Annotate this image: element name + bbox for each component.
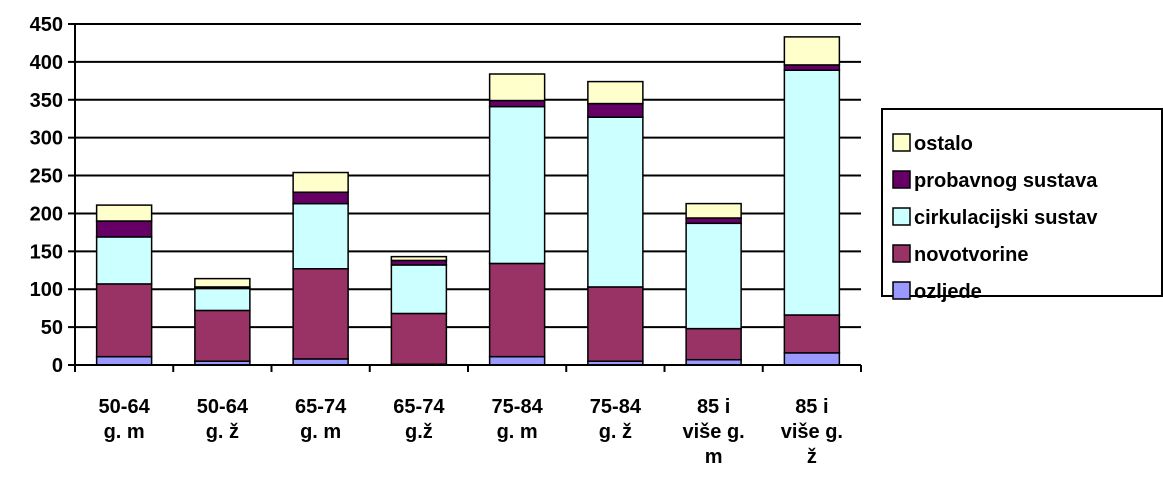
bars	[95, 36, 841, 366]
bar-segment-novotvorine	[685, 327, 742, 361]
y-tick-labels: 0 50 100 150 200 250 300 350 400 450	[30, 14, 63, 377]
category-labels: 50-64 g. m 50-64 g. ž 65-74 g. m 65-74 g.ž 75-84…	[99, 396, 843, 468]
y-tick-label: 350	[30, 90, 63, 112]
bar-segment-cirkulacijski-sustav	[783, 69, 841, 316]
y-tick-label: 200	[30, 203, 63, 225]
category-label: 85 i više g. ž	[781, 396, 843, 468]
axes	[68, 23, 862, 372]
bar-segment-cirkulacijski-sustav	[390, 264, 448, 315]
bar-segment-novotvorine	[488, 262, 546, 358]
legend-swatch	[892, 207, 911, 226]
legend-box	[881, 108, 1163, 297]
legend-swatch	[892, 281, 911, 300]
category-label: 50-64 g. ž	[197, 396, 249, 443]
bar-segment-novotvorine	[194, 309, 251, 362]
y-tick-label: 400	[30, 52, 63, 74]
y-tick-label: 50	[41, 317, 63, 339]
category-label: 50-64 g. m	[99, 396, 151, 443]
y-tick-label: 150	[30, 241, 63, 263]
legend-label: probavnog sustava	[914, 170, 1098, 192]
y-tick-label: 250	[30, 166, 63, 188]
bar-segment-probavnog-sustava	[685, 217, 742, 225]
category-label: 75-84 g. ž	[590, 396, 642, 443]
y-tick-label: 450	[30, 14, 63, 36]
y-tick-label: 300	[30, 128, 63, 150]
category-label: 65-74 g.ž	[393, 396, 445, 443]
legend-swatch	[892, 244, 911, 263]
category-label: 85 i više g. m	[682, 396, 744, 468]
bar-segment-probavnog-sustava	[783, 64, 841, 71]
legend-swatch	[892, 170, 911, 189]
bar-segment-cirkulacijski-sustav	[292, 202, 349, 270]
legend: ostalo probavnog sustava cirkulacijski sus…	[881, 108, 1163, 303]
category-label: 65-74 g. m	[295, 396, 347, 443]
bar-segment-probavnog-sustava	[587, 102, 644, 118]
bar-segment-ostalo	[390, 255, 448, 262]
legend-label: ostalo	[914, 133, 973, 155]
bar-segment-ostalo	[587, 80, 644, 105]
bar-segment-ostalo	[783, 36, 841, 66]
bar-segment-cirkulacijski-sustav	[95, 236, 153, 285]
bar-segment-probavnog-sustava	[488, 99, 546, 108]
bar-segment-cirkulacijski-sustav	[587, 116, 644, 288]
bar-segment-novotvorine	[587, 286, 644, 362]
bar-segment-ostalo	[292, 171, 349, 193]
y-tick-label: 0	[52, 355, 63, 377]
bar-segment-cirkulacijski-sustav	[488, 105, 546, 265]
bar-segment-probavnog-sustava	[292, 191, 349, 205]
legend-swatch	[892, 133, 911, 152]
bar-segment-ozljede	[488, 355, 546, 366]
category-label: 75-84 g. m	[492, 396, 544, 443]
bar-segment-cirkulacijski-sustav	[194, 287, 251, 312]
bar-segment-cirkulacijski-sustav	[685, 222, 742, 330]
bar-segment-ozljede	[95, 355, 153, 366]
bar-segment-ostalo	[95, 204, 153, 222]
bar-segment-novotvorine	[292, 268, 349, 360]
bar-segment-novotvorine	[390, 312, 448, 365]
bar-segment-ostalo	[685, 202, 742, 219]
legend-label: cirkulacijski sustav	[914, 207, 1098, 229]
bar-segment-ostalo	[488, 73, 546, 102]
y-tick-label: 100	[30, 279, 63, 301]
bar-segment-ostalo	[194, 277, 251, 288]
legend-label: novotvorine	[914, 244, 1028, 266]
bar-segment-ozljede	[783, 352, 841, 366]
bar-segment-probavnog-sustava	[95, 220, 153, 238]
gridlines	[75, 23, 861, 329]
bar-segment-novotvorine	[95, 283, 153, 358]
bar-segment-novotvorine	[783, 314, 841, 354]
legend-label: ozljede	[914, 281, 982, 303]
